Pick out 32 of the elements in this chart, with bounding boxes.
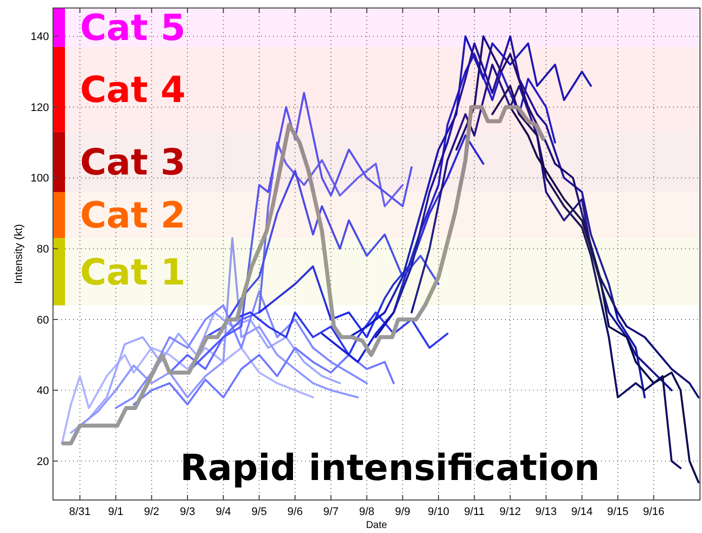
x-tick-label: 9/2 bbox=[144, 506, 160, 518]
y-tick-label: 20 bbox=[36, 456, 49, 468]
y-tick-label: 100 bbox=[30, 172, 49, 185]
x-tick-label: 9/7 bbox=[323, 506, 339, 518]
x-tick-label: 9/6 bbox=[287, 506, 303, 518]
x-tick-label: 9/5 bbox=[252, 506, 267, 518]
band-label: Cat 2 bbox=[80, 196, 186, 237]
x-tick-label: 9/16 bbox=[642, 506, 664, 518]
x-tick-label: 9/13 bbox=[535, 506, 557, 518]
band-label: Cat 4 bbox=[80, 70, 186, 112]
y-tick-label: 120 bbox=[30, 102, 49, 114]
y-axis-title: Intensity (kt) bbox=[13, 224, 25, 284]
y-tick-label: 40 bbox=[36, 385, 49, 398]
x-tick-label: 8/31 bbox=[69, 506, 91, 518]
band-label: Cat 3 bbox=[80, 142, 186, 184]
x-tick-label: 9/9 bbox=[395, 506, 410, 518]
x-tick-label: 9/1 bbox=[108, 506, 124, 518]
x-tick-label: 9/8 bbox=[359, 506, 374, 518]
x-tick-label: 9/3 bbox=[180, 506, 196, 518]
x-tick-label: 9/12 bbox=[500, 506, 521, 518]
band-label: Cat 1 bbox=[80, 252, 186, 294]
x-tick-label: 9/15 bbox=[607, 506, 629, 518]
x-axis-title: Date bbox=[366, 520, 388, 531]
band-label: Cat 5 bbox=[80, 8, 186, 50]
y-tick-label: 140 bbox=[30, 31, 49, 44]
y-tick-label: 60 bbox=[36, 314, 49, 326]
x-tick-label: 9/4 bbox=[216, 506, 231, 518]
x-tick-label: 9/14 bbox=[571, 506, 593, 518]
y-tick-label: 80 bbox=[36, 244, 49, 256]
x-tick-label: 9/11 bbox=[464, 506, 485, 518]
annotation: Rapid intensification bbox=[180, 448, 600, 489]
x-tick-label: 9/10 bbox=[428, 506, 450, 518]
